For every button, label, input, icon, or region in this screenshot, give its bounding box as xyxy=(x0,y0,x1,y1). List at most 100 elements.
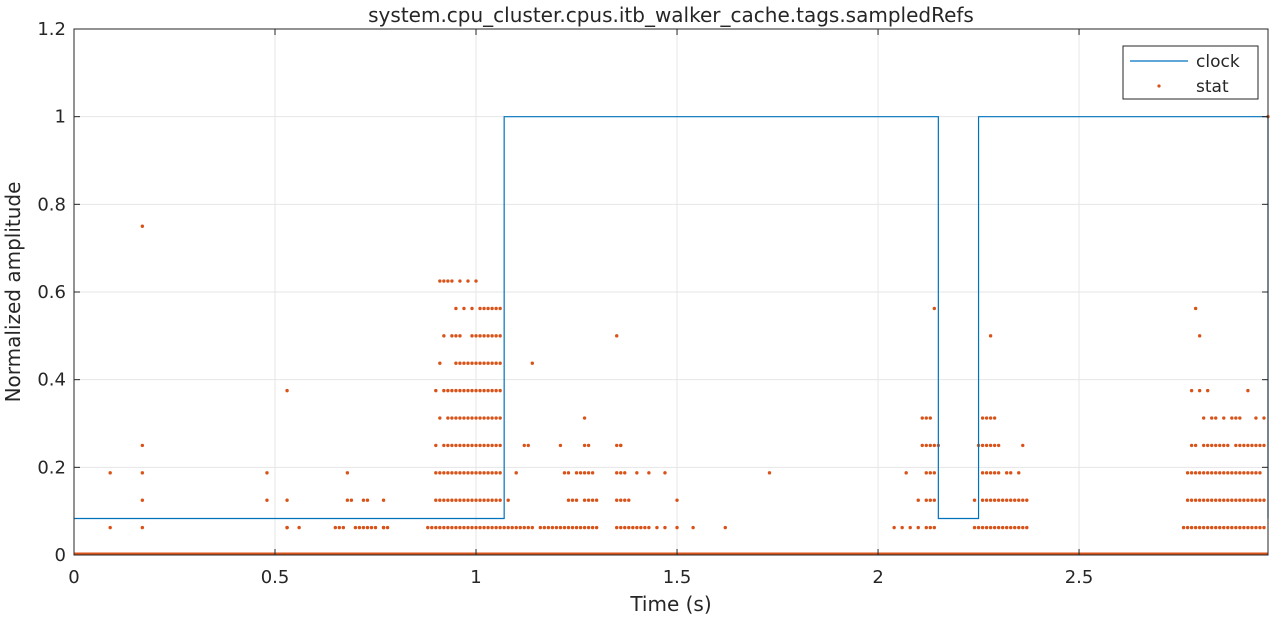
stat-point xyxy=(582,471,587,475)
stat-point xyxy=(1021,498,1025,502)
stat-point xyxy=(446,443,450,448)
stat-point xyxy=(341,525,346,530)
stat-point xyxy=(494,334,498,338)
stat-point xyxy=(615,525,619,530)
stat-point xyxy=(924,525,928,530)
x-tick-label: 0.5 xyxy=(261,567,290,588)
stat-point xyxy=(478,416,482,420)
stat-point xyxy=(562,471,567,475)
stat-point xyxy=(349,498,354,502)
stat-point xyxy=(1210,416,1214,420)
stat-point xyxy=(647,525,651,530)
stat-point xyxy=(1185,498,1190,502)
stat-point xyxy=(454,471,458,475)
stat-point xyxy=(1210,498,1214,502)
stat-point xyxy=(438,471,442,475)
stat-point xyxy=(478,334,482,338)
stat-point xyxy=(570,498,575,502)
stat-point xyxy=(470,471,474,475)
stat-point xyxy=(490,306,494,311)
stat-point xyxy=(470,334,474,338)
stat-point xyxy=(369,525,374,530)
stat-point xyxy=(992,471,997,475)
y-tick-label: 0.2 xyxy=(37,457,66,478)
stat-point xyxy=(466,279,470,283)
stat-point xyxy=(643,525,647,530)
stat-point xyxy=(1246,498,1250,502)
stat-point xyxy=(574,525,579,530)
stat-point xyxy=(518,525,522,530)
stat-point xyxy=(462,361,466,365)
stat-point xyxy=(482,306,486,311)
stat-point xyxy=(265,498,269,502)
stat-point xyxy=(1013,498,1017,502)
stat-point xyxy=(1017,525,1021,530)
stat-point xyxy=(615,443,619,448)
stat-point xyxy=(623,471,627,475)
stat-point xyxy=(1218,443,1222,448)
stat-point xyxy=(474,525,478,530)
stat-point xyxy=(1181,525,1186,530)
stat-point xyxy=(450,388,454,393)
stat-point xyxy=(462,306,466,311)
stat-point xyxy=(1009,471,1013,475)
stat-point xyxy=(1254,525,1258,530)
stat-point xyxy=(454,525,458,530)
stat-point xyxy=(1242,443,1246,448)
stat-point xyxy=(1197,334,1202,338)
stat-point xyxy=(1222,471,1226,475)
stat-point xyxy=(1017,471,1021,475)
stat-point xyxy=(1205,443,1210,448)
stat-point xyxy=(438,525,442,530)
stat-point xyxy=(486,471,490,475)
stat-point xyxy=(385,525,390,530)
stat-point xyxy=(458,279,462,283)
stat-point xyxy=(498,443,502,448)
stat-point xyxy=(554,525,559,530)
stat-point xyxy=(1193,525,1198,530)
stat-point xyxy=(140,525,145,530)
stat-point xyxy=(972,525,977,530)
stat-point xyxy=(988,416,993,420)
stat-point xyxy=(920,443,924,448)
stat-point xyxy=(996,443,1001,448)
stat-point xyxy=(1226,525,1230,530)
stat-point xyxy=(478,443,482,448)
y-tick-label: 1.2 xyxy=(37,19,66,40)
stat-point xyxy=(924,416,928,420)
stat-point xyxy=(1189,498,1194,502)
legend-box xyxy=(1122,45,1259,100)
stat-point xyxy=(1226,443,1230,448)
stat-point xyxy=(972,498,977,502)
stat-point xyxy=(1222,443,1226,448)
stat-point xyxy=(498,416,502,420)
stat-point xyxy=(482,334,486,338)
stat-point xyxy=(1230,471,1234,475)
stat-point xyxy=(1009,498,1013,502)
stat-point xyxy=(458,334,462,338)
stat-point xyxy=(1201,443,1206,448)
stat-point xyxy=(490,471,494,475)
stat-point xyxy=(1004,525,1009,530)
stat-point xyxy=(498,334,502,338)
stat-point xyxy=(578,471,583,475)
stat-point xyxy=(1246,525,1250,530)
stat-point xyxy=(514,471,518,475)
stat-point xyxy=(494,471,498,475)
stat-point xyxy=(482,388,486,393)
stat-point xyxy=(434,443,438,448)
stat-point xyxy=(450,279,454,283)
stat-point xyxy=(984,416,989,420)
stat-point xyxy=(984,443,989,448)
stat-point xyxy=(108,471,112,475)
stat-point xyxy=(345,498,350,502)
stat-point xyxy=(1189,525,1194,530)
stat-point xyxy=(1197,498,1202,502)
stat-point xyxy=(627,498,631,502)
stat-point xyxy=(285,525,289,530)
stat-point xyxy=(530,525,535,530)
stat-point xyxy=(450,498,454,502)
stat-point xyxy=(454,498,458,502)
stat-point xyxy=(1201,498,1206,502)
stat-point xyxy=(1246,443,1250,448)
